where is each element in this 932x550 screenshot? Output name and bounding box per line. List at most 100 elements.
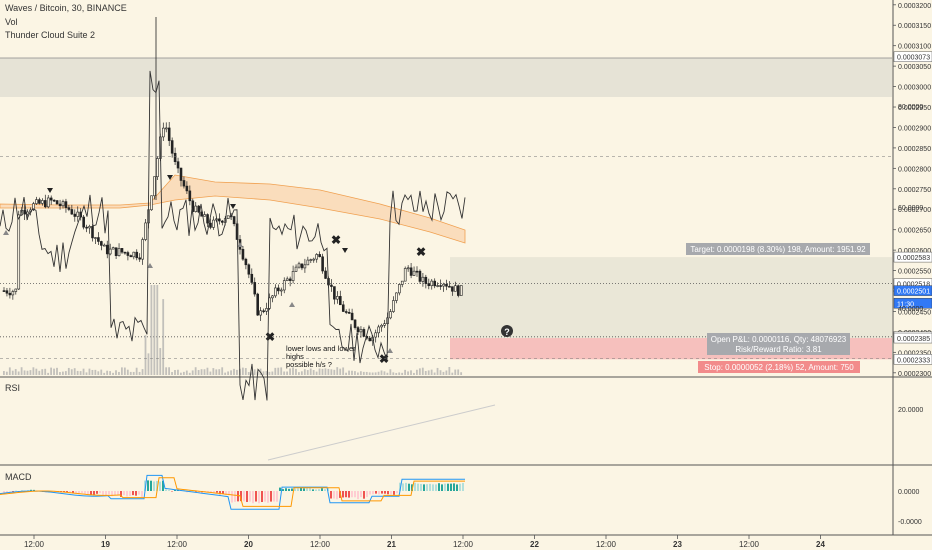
volume-bar	[185, 370, 188, 375]
macd-hist-bar	[174, 489, 176, 491]
volume-bar	[94, 369, 97, 375]
indicator-label[interactable]: Thunder Cloud Suite 2	[5, 30, 96, 40]
candle-body	[91, 226, 94, 239]
macd-hist-bar	[426, 484, 428, 491]
time-tick-label: 12:00	[453, 540, 474, 549]
macd-hist-bar	[258, 491, 260, 504]
volume-bar	[79, 371, 82, 375]
candle-body	[120, 248, 124, 253]
volume-bar	[70, 369, 73, 375]
rsi-tick-label: 60.0000	[898, 205, 923, 212]
volume-bar	[168, 367, 170, 375]
candle-body	[73, 213, 77, 217]
macd-hist-bar	[69, 491, 71, 494]
volume-bar	[233, 368, 235, 375]
macd-hist-bar	[93, 491, 95, 496]
candle-body	[135, 251, 139, 259]
volume-bar	[359, 371, 362, 375]
volume-bar	[262, 371, 265, 375]
candle-body	[333, 286, 336, 300]
candle-body	[82, 216, 85, 228]
candle-body	[271, 295, 274, 299]
volume-bar	[430, 369, 433, 375]
chart-title[interactable]: Waves / Bitcoin, 30, BINANCE	[5, 3, 127, 13]
candle-body	[282, 280, 286, 291]
down-triangle-icon	[230, 204, 236, 209]
macd-hist-bar	[411, 484, 413, 491]
resistance-zone	[0, 58, 892, 97]
volume-bar	[298, 372, 300, 375]
volume-bar	[147, 353, 150, 375]
price-flag-label: 0.0002583	[897, 255, 930, 262]
volume-bar	[103, 372, 106, 375]
macd-hist-bar	[324, 489, 326, 491]
volume-bar	[121, 367, 123, 375]
volume-bar	[253, 369, 256, 375]
volume-bar	[203, 369, 206, 375]
x-marker: ✖	[265, 330, 275, 344]
volume-bar	[62, 371, 64, 375]
candle-body	[64, 201, 68, 208]
macd-hist-bar	[378, 491, 380, 495]
candle-body	[456, 285, 460, 296]
macd-hist-bar	[360, 491, 362, 498]
macd-hist-bar	[384, 491, 386, 494]
volume-bar	[29, 370, 32, 375]
candle-body	[279, 289, 283, 292]
volume-bar	[200, 369, 203, 375]
candle-body	[218, 218, 221, 222]
candle-body	[232, 216, 236, 225]
macd-hist-bar	[126, 491, 128, 497]
candle-body	[41, 200, 44, 204]
candle-body	[156, 158, 159, 177]
annotation-text: possible h/s ?	[286, 360, 332, 369]
volume-bar	[106, 370, 109, 375]
candle-body	[341, 304, 345, 312]
down-triangle-icon	[47, 188, 53, 193]
macd-hist-bar	[309, 488, 311, 491]
candle-body	[179, 167, 183, 181]
volume-bar	[118, 371, 120, 375]
candle-body	[49, 197, 53, 201]
rsi-trendline	[267, 404, 496, 461]
volume-bar	[286, 371, 288, 375]
volume-bar	[8, 367, 11, 375]
volume-bar	[445, 370, 448, 375]
volume-bar	[17, 371, 20, 375]
volume-label[interactable]: Vol	[5, 17, 18, 27]
volume-bar	[421, 367, 424, 375]
volume-bar	[380, 370, 383, 375]
candle-body	[277, 287, 280, 292]
candle-body	[403, 268, 407, 282]
price-flag	[893, 332, 932, 344]
candle-body	[350, 312, 354, 321]
annotation-text: lower lows and lower	[286, 344, 356, 353]
macd-hist-bar	[330, 491, 332, 499]
time-tick-label: 12:00	[596, 540, 617, 549]
macd-hist-bar	[213, 491, 215, 494]
candle-body	[170, 140, 174, 154]
macd-hist-bar	[195, 491, 197, 492]
volume-bar	[191, 370, 194, 375]
macd-hist-bar	[456, 484, 458, 491]
candle-body	[389, 311, 392, 319]
volume-bar	[177, 369, 179, 375]
volume-bar	[5, 371, 8, 375]
macd-hist-bar	[234, 491, 236, 502]
candle-body	[347, 312, 351, 314]
volume-bar	[129, 371, 132, 375]
macd-hist-bar	[288, 488, 290, 491]
up-triangle-icon	[3, 230, 9, 235]
time-tick-label: 23	[673, 540, 682, 549]
candle-body	[100, 241, 103, 246]
volume-bar	[427, 370, 430, 375]
macd-hist-bar	[63, 491, 65, 492]
candle-body	[312, 258, 316, 261]
candle-body	[88, 226, 91, 229]
candle-body	[226, 215, 230, 219]
volume-bar	[345, 372, 347, 375]
volume-bar	[126, 369, 129, 375]
candle-body	[297, 263, 301, 268]
price-flag-label: 11:30	[897, 301, 914, 308]
